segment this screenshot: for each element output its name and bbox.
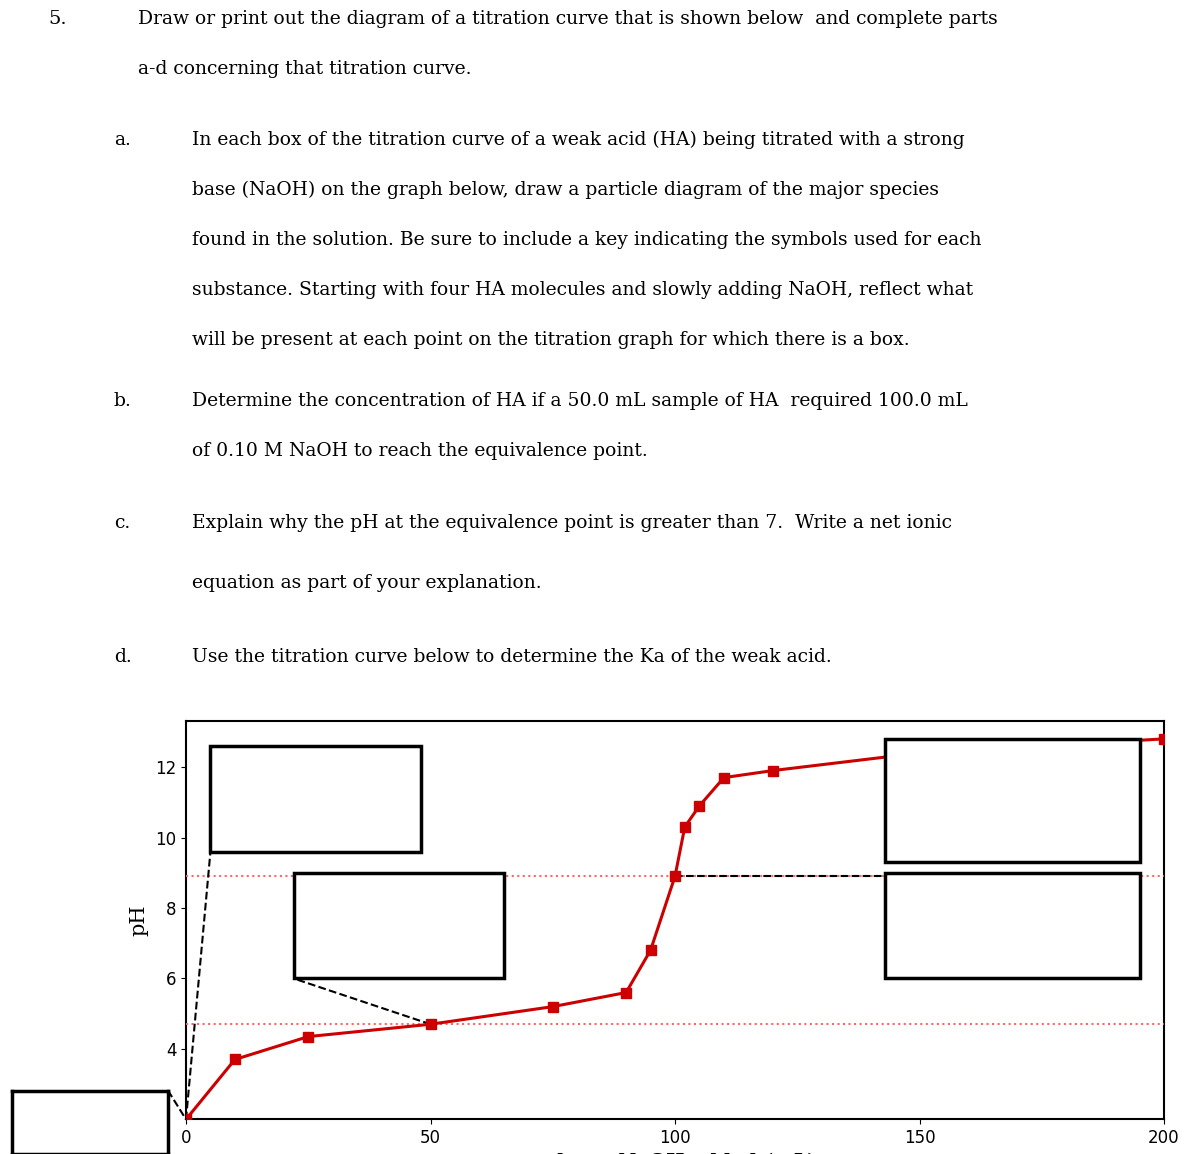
Text: d.: d.: [114, 649, 132, 666]
Bar: [294, 872, 504, 979]
Text: equation as part of your explanation.: equation as part of your explanation.: [192, 575, 541, 592]
Bar: [886, 872, 1140, 979]
X-axis label: volume NaOH added (mL): volume NaOH added (mL): [533, 1153, 817, 1154]
Text: In each box of the titration curve of a weak acid (HA) being titrated with a str: In each box of the titration curve of a …: [192, 130, 965, 149]
Text: Determine the concentration of HA if a 50.0 mL sample of HA  required 100.0 mL: Determine the concentration of HA if a 5…: [192, 391, 968, 410]
Text: 5.: 5.: [48, 10, 67, 28]
Text: b.: b.: [114, 391, 132, 410]
Text: Draw or print out the diagram of a titration curve that is shown below  and comp: Draw or print out the diagram of a titra…: [138, 10, 997, 28]
Text: a.: a.: [114, 130, 131, 149]
Text: of 0.10 M NaOH to reach the equivalence point.: of 0.10 M NaOH to reach the equivalence …: [192, 442, 648, 459]
Bar: [210, 745, 421, 852]
Text: Explain why the pH at the equivalence point is greater than 7.  Write a net ioni: Explain why the pH at the equivalence po…: [192, 514, 952, 532]
Text: base (NaOH) on the graph below, draw a particle diagram of the major species: base (NaOH) on the graph below, draw a p…: [192, 181, 940, 198]
Text: will be present at each point on the titration graph for which there is a box.: will be present at each point on the tit…: [192, 331, 910, 350]
Y-axis label: pH: pH: [130, 905, 148, 936]
Text: substance. Starting with four HA molecules and slowly adding NaOH, reflect what: substance. Starting with four HA molecul…: [192, 282, 973, 299]
Bar: [886, 739, 1140, 862]
Text: Use the titration curve below to determine the Ka of the weak acid.: Use the titration curve below to determi…: [192, 649, 832, 666]
Text: found in the solution. Be sure to include a key indicating the symbols used for : found in the solution. Be sure to includ…: [192, 231, 982, 249]
Text: a-d concerning that titration curve.: a-d concerning that titration curve.: [138, 60, 472, 78]
Text: c.: c.: [114, 514, 131, 532]
